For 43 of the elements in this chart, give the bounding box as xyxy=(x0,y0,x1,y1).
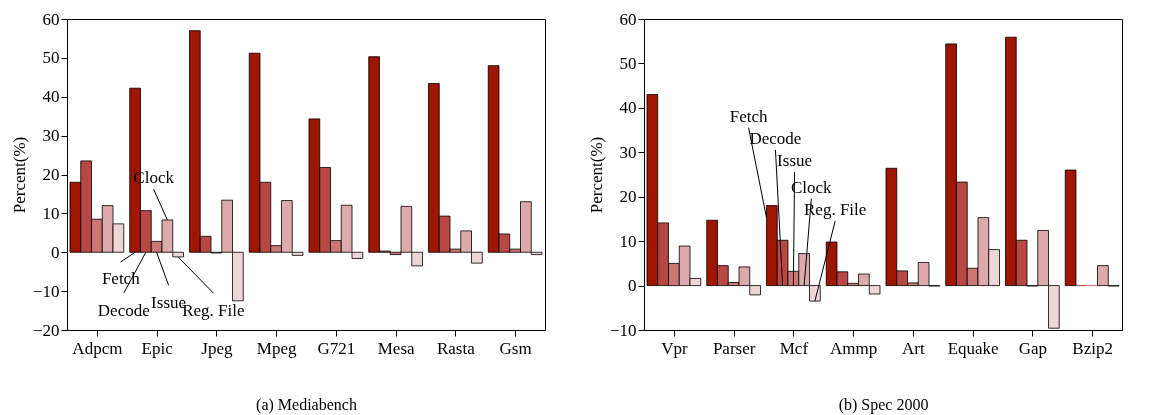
x-tick-label: Mesa xyxy=(377,338,415,358)
y-tick-label: 50 xyxy=(42,48,60,68)
y-tick-label: 50 xyxy=(619,53,637,73)
text: Reg. File xyxy=(804,200,867,220)
y-tick-label: 40 xyxy=(42,87,60,107)
legend-label: Fetch xyxy=(101,269,141,289)
text: Fetch xyxy=(729,106,768,126)
x-tick-label: Adpcm xyxy=(72,338,123,358)
x-tick-label: Equake xyxy=(947,338,999,358)
y-tick-label: 40 xyxy=(619,98,637,118)
x-tick-label: Ammp xyxy=(830,338,878,358)
y-tick-label: 30 xyxy=(619,142,637,162)
y-tick-label: −20 xyxy=(32,320,60,340)
y-tick-label: 0 xyxy=(628,276,637,296)
y-tick-label: 10 xyxy=(42,203,60,223)
y-tick-label: 60 xyxy=(42,9,60,29)
x-tick-label: Bzip2 xyxy=(1072,338,1113,358)
y-tick-label: 60 xyxy=(619,9,637,29)
x-tick-label: Epic xyxy=(141,338,174,358)
x-tick-label: Rasta xyxy=(436,338,476,358)
y-tick-label: −10 xyxy=(609,320,637,340)
y-tick-label: −10 xyxy=(32,281,60,301)
bar xyxy=(1064,169,1077,287)
y-tick-label: 20 xyxy=(619,187,637,207)
x-axis-title: (b) Spec 2000 xyxy=(838,395,929,414)
y-tick-label: 20 xyxy=(42,165,60,184)
y-axis-title: Percent(%) xyxy=(586,136,606,214)
text: Issue xyxy=(777,151,813,171)
x-tick-label: Vpr xyxy=(661,338,688,358)
x-tick-label: Mpeg xyxy=(256,338,297,358)
x-tick-label: Mcf xyxy=(779,338,809,358)
y-axis-title: Percent(%) xyxy=(9,136,29,214)
x-axis-title: (a) Mediabench xyxy=(256,395,357,414)
x-tick-label: Gsm xyxy=(499,338,532,358)
legend-label: Decode xyxy=(97,300,150,320)
x-tick-label: Art xyxy=(902,338,925,358)
y-tick-label: 0 xyxy=(51,242,60,262)
y-tick-label: 10 xyxy=(619,231,637,251)
x-tick-label: Gap xyxy=(1018,338,1048,358)
y-tick-label: 30 xyxy=(42,126,60,146)
x-tick-label: Parser xyxy=(712,338,756,358)
x-tick-label: Jpeg xyxy=(201,338,233,358)
x-tick-label: G721 xyxy=(317,338,356,358)
